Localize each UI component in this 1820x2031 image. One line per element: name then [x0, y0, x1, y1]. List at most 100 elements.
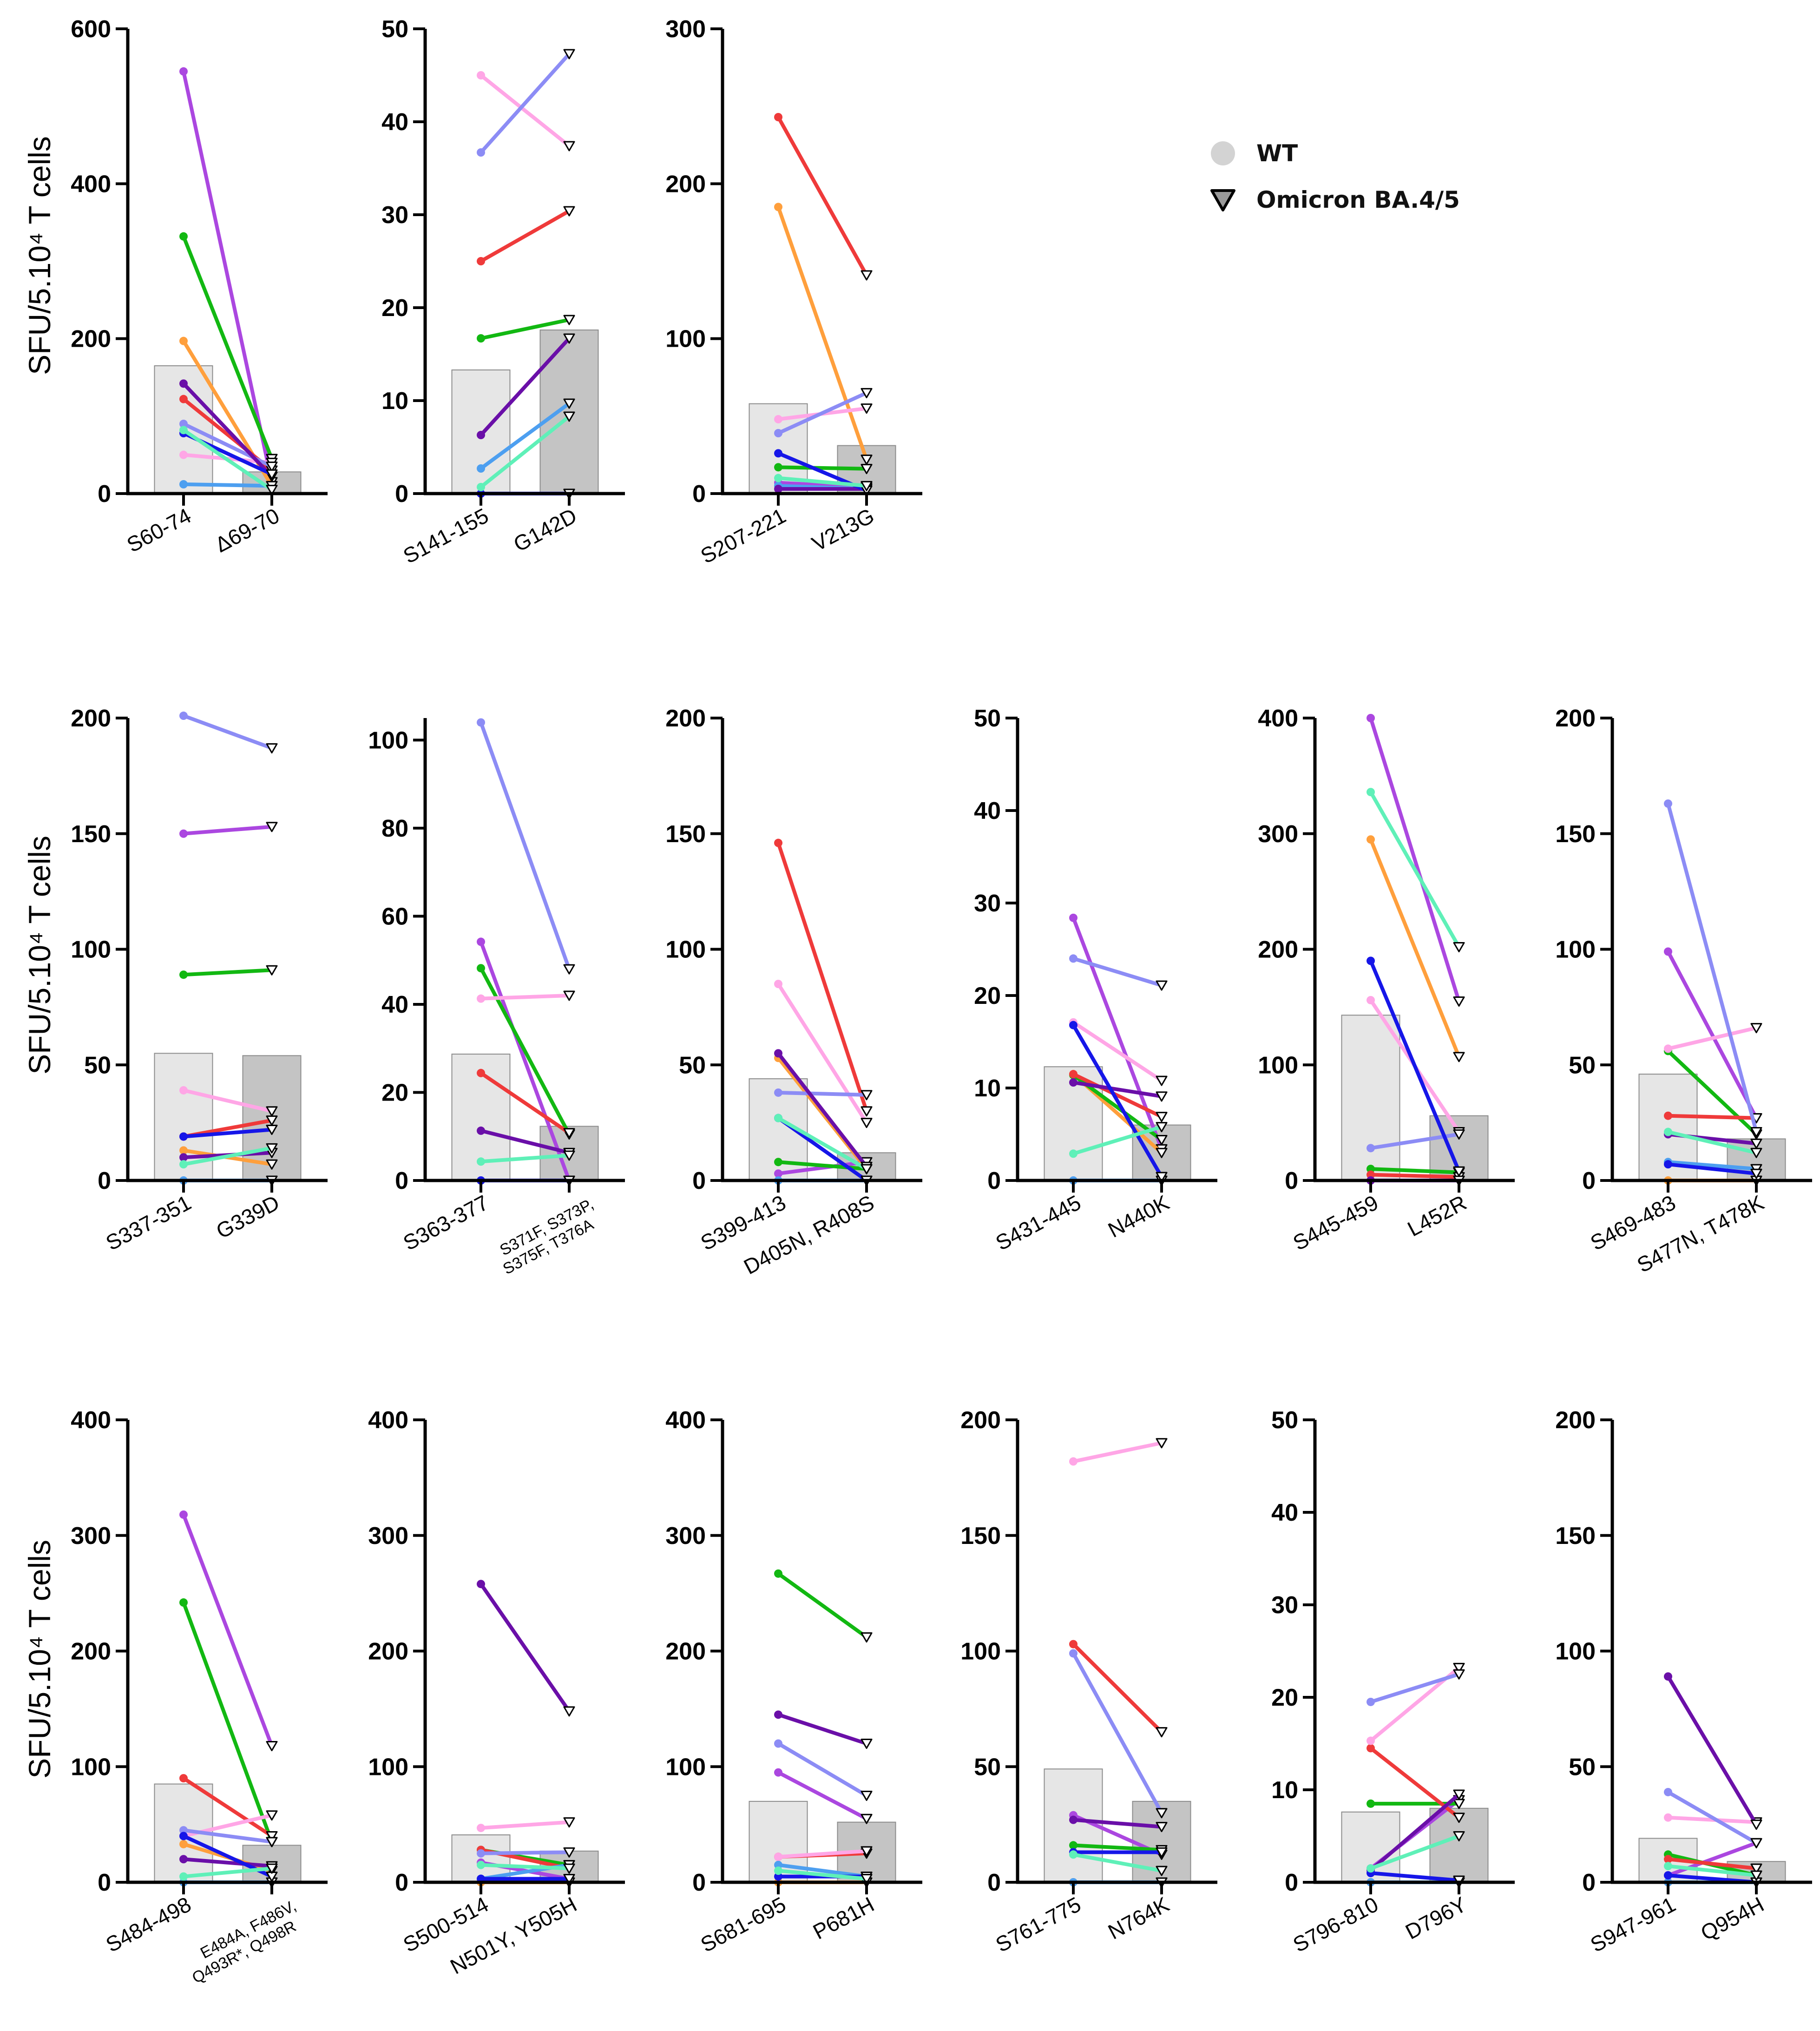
- wt-point: [774, 1169, 782, 1178]
- y-tick-label: 400: [71, 171, 111, 198]
- wt-point: [1069, 1850, 1078, 1859]
- wt-point: [1664, 1787, 1672, 1796]
- y-tick-label: 200: [1258, 936, 1298, 963]
- wt-point: [179, 67, 188, 76]
- donor-line: [479, 1850, 571, 1855]
- panel-3: 0 100 200 300 S207-221 V213G: [665, 16, 922, 568]
- y-tick-label: 400: [368, 1407, 408, 1434]
- y-tick-label: 0: [987, 1869, 1001, 1896]
- y-tick-label: 100: [368, 727, 408, 754]
- omicron-point: [861, 464, 873, 475]
- omicron-point: [266, 965, 278, 976]
- donor-line: [182, 69, 274, 484]
- wt-bar: [1341, 1015, 1400, 1181]
- donor-line: [479, 1582, 571, 1713]
- wt-point: [1367, 1165, 1375, 1174]
- x-label-mutation: D796Y: [1401, 1892, 1471, 1944]
- donor-line: [1666, 1114, 1758, 1120]
- wt-point: [1069, 1070, 1078, 1079]
- x-label-wt: S431-445: [992, 1190, 1085, 1255]
- wt-point: [179, 395, 188, 403]
- omicron-point: [266, 1125, 278, 1135]
- donor-line: [479, 1128, 571, 1155]
- y-tick-label: 50: [974, 705, 1001, 732]
- y-tick-label: 0: [1285, 1869, 1298, 1896]
- y-tick-label: 200: [71, 705, 111, 732]
- y-tick-label: 200: [1555, 1407, 1596, 1434]
- wt-point: [179, 480, 188, 488]
- donor-line: [776, 465, 868, 471]
- y-tick-label: 10: [1271, 1777, 1298, 1804]
- omicron-point: [266, 1741, 278, 1751]
- y-tick-label: 200: [665, 171, 706, 198]
- y-tick-label: 30: [974, 890, 1001, 917]
- omicron-point: [266, 822, 278, 832]
- wt-point: [1367, 835, 1375, 844]
- omicron-point: [266, 485, 278, 495]
- donor-line: [1071, 1642, 1163, 1734]
- wt-point: [1069, 1078, 1078, 1087]
- y-axis-label-row-1: SFU/5.10⁴ T cells: [22, 136, 57, 375]
- omicron-point: [1156, 1075, 1168, 1086]
- omicron-point: [1453, 1129, 1465, 1140]
- donor-line: [182, 1512, 274, 1748]
- wt-point: [179, 1598, 188, 1607]
- y-tick-label: 100: [665, 1754, 706, 1780]
- wt-point: [774, 1860, 782, 1869]
- y-tick-label: 150: [665, 821, 706, 848]
- omicron-point: [563, 141, 575, 152]
- omicron-point: [563, 49, 575, 59]
- donor-line: [1071, 1441, 1163, 1464]
- wt-point: [1664, 799, 1672, 808]
- wt-point: [477, 483, 485, 491]
- donor-line: [776, 841, 868, 1113]
- omicron-point: [861, 388, 873, 398]
- wt-point: [1069, 1815, 1078, 1824]
- x-label-wt: S207-221: [696, 503, 790, 568]
- y-tick-label: 150: [71, 821, 111, 848]
- x-label-wt: S337-351: [102, 1190, 195, 1255]
- donor-line: [479, 415, 571, 489]
- omicron-point: [1156, 1847, 1168, 1858]
- omicron-point: [861, 1813, 873, 1824]
- wt-point: [774, 449, 782, 458]
- wt-point: [774, 838, 782, 847]
- donor-line: [182, 1828, 274, 1844]
- x-label-mutation: L452R: [1404, 1190, 1471, 1241]
- y-tick-label: 300: [665, 1523, 706, 1550]
- wt-point: [1664, 1871, 1672, 1880]
- donor-line: [776, 1770, 868, 1821]
- omicron-point: [1156, 1822, 1168, 1833]
- omicron-point: [1750, 1838, 1762, 1848]
- y-tick-label: 400: [71, 1407, 111, 1434]
- omicron-point: [1156, 1122, 1168, 1133]
- donor-line: [776, 115, 868, 277]
- wt-point: [179, 1832, 188, 1840]
- wt-point: [774, 1049, 782, 1058]
- y-tick-label: 200: [960, 1407, 1001, 1434]
- donor-line: [776, 1713, 868, 1746]
- y-tick-label: 30: [381, 202, 408, 229]
- omicron-point: [1750, 1168, 1762, 1179]
- legend: WT Omicron BA.4/5: [1208, 130, 1460, 223]
- wt-point: [477, 718, 485, 727]
- y-tick-label: 0: [1285, 1167, 1298, 1194]
- y-tick-label: 40: [1271, 1499, 1298, 1526]
- donor-line: [479, 966, 571, 1136]
- y-tick-label: 200: [71, 326, 111, 353]
- wt-point: [179, 379, 188, 388]
- donor-line: [1071, 1023, 1163, 1179]
- omicron-point: [266, 462, 278, 472]
- wt-point: [179, 1146, 188, 1155]
- donor-line: [776, 1741, 868, 1798]
- y-axis-label-row-2: SFU/5.10⁴ T cells: [22, 836, 57, 1075]
- donor-line: [479, 336, 571, 437]
- wt-point: [179, 829, 188, 838]
- wt-point: [179, 336, 188, 345]
- wt-point: [1664, 1813, 1672, 1822]
- panel-4: 0 50 100 150 200 S337-351 G339D: [71, 705, 328, 1255]
- y-tick-label: 300: [665, 16, 706, 43]
- omicron-point: [861, 1632, 873, 1643]
- omicron-point: [1453, 942, 1465, 953]
